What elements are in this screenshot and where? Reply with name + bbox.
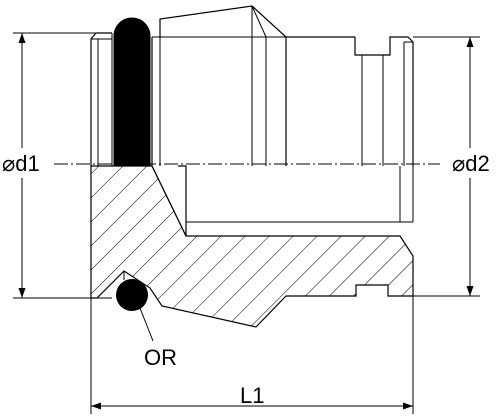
or-label: OR: [144, 345, 177, 370]
dimension-l1: [90, 296, 414, 414]
section-inner-lines: [123, 165, 414, 280]
d2-label: ⌀d2: [452, 151, 490, 176]
o-ring-section-bottom: [116, 279, 148, 311]
fitting-upper-view: [90, 5, 414, 166]
or-leader-line: [137, 302, 154, 342]
l1-label: L1: [240, 383, 264, 408]
o-ring-inner: [120, 33, 144, 165]
d1-label: ⌀d1: [2, 151, 40, 176]
dimension-d1: [13, 32, 112, 299]
dimension-d2: [413, 36, 480, 297]
